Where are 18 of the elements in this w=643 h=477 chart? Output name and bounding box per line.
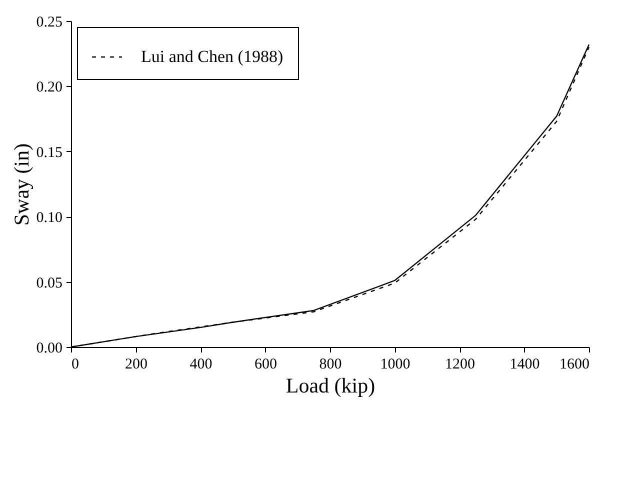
y-tick-label: 0.15 (36, 144, 62, 161)
x-tick-label: 1600 (560, 356, 590, 372)
x-axis-title: Load (kip) (286, 374, 376, 398)
x-tick-label: 600 (254, 356, 277, 372)
y-tick-label: 0.25 (36, 14, 62, 30)
legend-label: Lui and Chen (1988) (141, 47, 284, 66)
x-tick-label: 1000 (380, 356, 410, 372)
y-axis-title: Sway (in) (9, 143, 34, 226)
y-tick-label: 0.00 (36, 340, 62, 356)
x-tick-label: 200 (125, 356, 148, 372)
y-tick-label: 0.20 (36, 80, 62, 96)
x-tick-label: 800 (319, 356, 342, 372)
y-tick-label: 0.10 (36, 210, 62, 226)
x-tick-label: 0 (72, 356, 79, 372)
y-tick-label: 0.05 (36, 275, 62, 292)
x-tick-label: 1400 (510, 356, 540, 372)
x-tick-label: 400 (190, 356, 212, 372)
x-tick-label: 1200 (445, 356, 475, 372)
